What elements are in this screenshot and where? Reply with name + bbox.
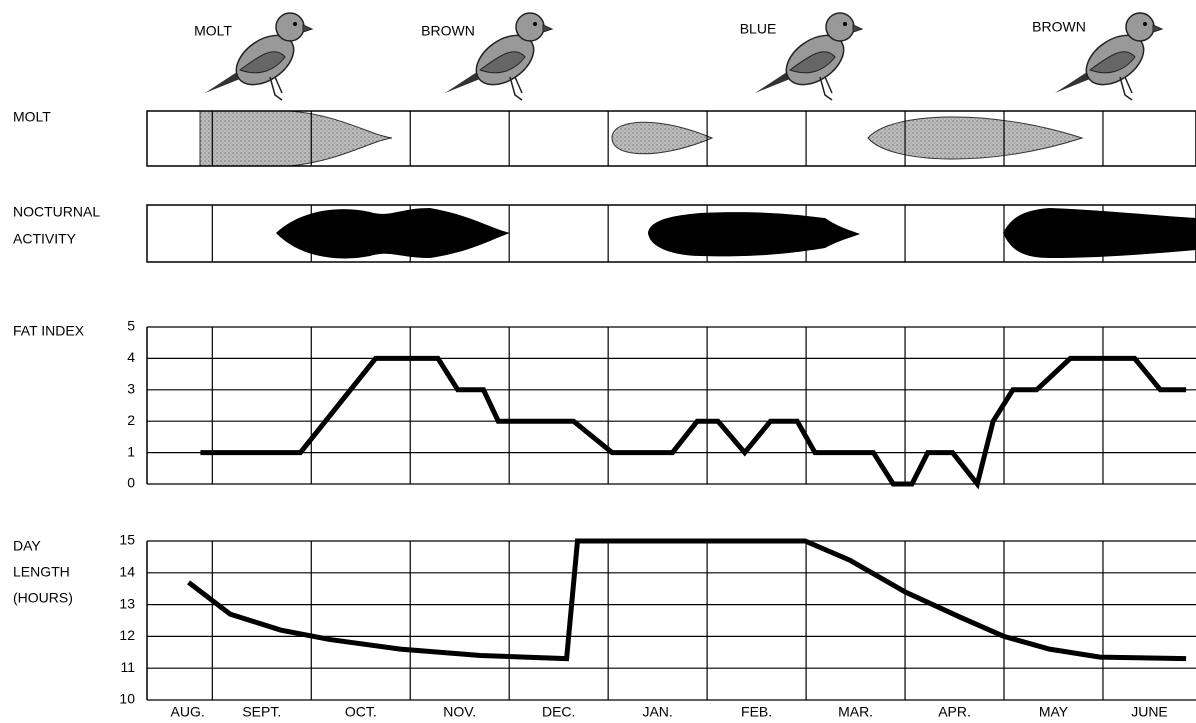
- y-tick-label: 11: [120, 659, 135, 675]
- x-tick-label: DEC.: [542, 704, 575, 720]
- row-label: ACTIVITY: [13, 231, 77, 247]
- x-tick-label: SEPT.: [242, 704, 281, 720]
- plumage-label: BROWN: [421, 23, 475, 39]
- figure: MOLT BROWN BLUE BROWN MOLT NOCTURNAL ACT…: [0, 0, 1196, 723]
- bird-illustrations: [205, 13, 1162, 100]
- activity-shape: [1003, 208, 1196, 258]
- x-tick-label: FEB.: [741, 704, 772, 720]
- row-label: MOLT: [13, 109, 51, 125]
- y-axis-label: FAT INDEX: [13, 323, 85, 339]
- plumage-label: BROWN: [1032, 19, 1086, 35]
- plumage-label: BLUE: [740, 21, 777, 37]
- data-line: [189, 541, 1187, 659]
- x-tick-label: MAR.: [838, 704, 873, 720]
- y-axis-label: DAY: [13, 538, 41, 554]
- plumage-label: MOLT: [194, 23, 232, 39]
- x-tick-label: JAN.: [642, 704, 672, 720]
- y-tick-label: 3: [127, 381, 135, 397]
- y-tick-label: 2: [127, 412, 135, 428]
- y-tick-label: 13: [119, 595, 135, 611]
- molt-shape: [200, 111, 392, 166]
- x-tick-label: OCT.: [345, 704, 377, 720]
- row-label: NOCTURNAL: [13, 204, 100, 220]
- x-tick-label: JUNE: [1131, 704, 1168, 720]
- x-tick-label: APR.: [938, 704, 971, 720]
- x-tick-label: MAY: [1039, 704, 1069, 720]
- x-tick-label: AUG.: [171, 704, 205, 720]
- molt-shape: [868, 117, 1082, 159]
- nocturnal-shapes: [276, 208, 1196, 258]
- y-tick-label: 10: [119, 691, 135, 707]
- y-axis-label: (HOURS): [13, 590, 73, 606]
- y-tick-label: 12: [119, 627, 135, 643]
- molt-shapes: [200, 111, 1082, 166]
- activity-shape: [648, 212, 860, 256]
- y-tick-label: 0: [127, 475, 135, 491]
- y-tick-label: 14: [119, 564, 135, 580]
- y-tick-label: 1: [127, 443, 135, 459]
- x-tick-label: NOV.: [443, 704, 476, 720]
- y-axis-label: LENGTH: [13, 564, 70, 580]
- y-tick-label: 15: [119, 532, 135, 548]
- y-tick-label: 4: [127, 349, 135, 365]
- y-tick-label: 5: [127, 318, 135, 334]
- molt-shape: [612, 122, 712, 154]
